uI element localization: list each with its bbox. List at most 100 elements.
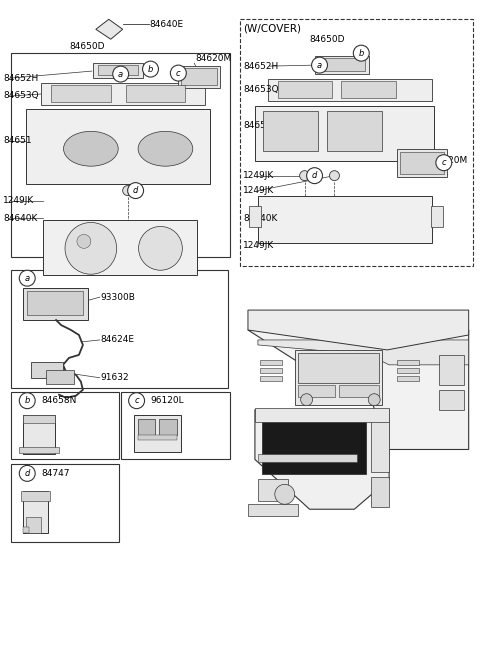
Bar (397, 360, 419, 365)
Circle shape (19, 393, 35, 409)
Text: 84653Q: 84653Q (3, 92, 39, 100)
Circle shape (368, 394, 380, 405)
Text: 96120L: 96120L (151, 396, 184, 405)
Bar (249, 206, 261, 227)
Text: d: d (24, 469, 30, 478)
Text: b: b (359, 48, 364, 58)
Bar (12, 271, 228, 388)
Bar (260, 360, 282, 365)
Bar (12, 53, 230, 257)
Text: 93300B: 93300B (101, 293, 136, 302)
Bar (133, 415, 181, 453)
Bar (397, 376, 419, 381)
Bar (341, 81, 396, 98)
Bar (43, 221, 197, 275)
Bar (255, 407, 389, 422)
Bar (295, 350, 382, 405)
Bar (27, 291, 83, 315)
Bar (23, 527, 29, 533)
Text: 84640K: 84640K (243, 214, 277, 223)
Bar (179, 66, 220, 88)
Bar (98, 65, 138, 75)
Bar (240, 19, 473, 267)
Text: c: c (134, 396, 139, 405)
Bar (339, 384, 379, 397)
Bar (371, 477, 389, 507)
Bar (439, 355, 464, 384)
Ellipse shape (63, 132, 118, 166)
Circle shape (128, 183, 144, 198)
Circle shape (436, 155, 452, 171)
Ellipse shape (138, 132, 193, 166)
Bar (260, 368, 282, 373)
Text: 84747: 84747 (41, 469, 70, 478)
Circle shape (139, 227, 182, 271)
Text: 84650D: 84650D (69, 42, 105, 50)
Bar (23, 415, 55, 422)
Bar (26, 109, 210, 183)
Bar (31, 362, 63, 378)
Bar (26, 517, 41, 533)
Bar (258, 479, 288, 501)
Text: c: c (442, 159, 446, 167)
Bar (23, 415, 55, 455)
Circle shape (312, 57, 327, 73)
Circle shape (143, 61, 158, 77)
Text: 84658N: 84658N (41, 396, 76, 405)
Bar (41, 83, 205, 105)
Bar (12, 392, 119, 459)
Bar (298, 353, 379, 383)
Bar (263, 111, 318, 151)
Text: 1249JK: 1249JK (243, 186, 274, 195)
Bar (120, 392, 230, 459)
Bar (397, 149, 447, 177)
Circle shape (113, 66, 129, 82)
Circle shape (329, 171, 339, 181)
Text: 1249JK: 1249JK (243, 171, 274, 180)
Circle shape (275, 484, 295, 504)
Circle shape (19, 466, 35, 481)
Text: 84651: 84651 (3, 136, 32, 145)
Text: 1249JK: 1249JK (3, 196, 35, 205)
Text: d: d (312, 171, 317, 180)
Polygon shape (255, 409, 389, 509)
Bar (93, 63, 143, 78)
Circle shape (19, 271, 35, 286)
Bar (23, 288, 88, 320)
Bar (21, 491, 50, 501)
Bar (248, 504, 298, 516)
Text: 84624E: 84624E (101, 335, 135, 345)
Bar (262, 420, 366, 474)
Text: a: a (118, 69, 123, 79)
Circle shape (353, 45, 369, 61)
Text: 1249JK: 1249JK (243, 241, 274, 250)
Text: a: a (24, 274, 30, 283)
Text: 84640K: 84640K (3, 214, 38, 223)
Circle shape (65, 223, 117, 274)
Circle shape (77, 234, 91, 248)
Text: 84640E: 84640E (150, 20, 184, 29)
Circle shape (300, 394, 312, 405)
Text: d: d (133, 186, 138, 195)
Bar (126, 85, 185, 102)
Text: 84650D: 84650D (310, 35, 345, 44)
Bar (12, 464, 119, 542)
Bar (181, 68, 217, 85)
Bar (19, 447, 59, 453)
Bar (314, 56, 369, 74)
Bar (327, 111, 382, 151)
Circle shape (307, 168, 323, 183)
Bar (278, 81, 333, 98)
Text: 84653Q: 84653Q (243, 84, 278, 94)
Text: 84651: 84651 (243, 121, 272, 130)
Bar (371, 418, 389, 472)
Polygon shape (248, 310, 468, 350)
Circle shape (123, 185, 132, 196)
Circle shape (129, 393, 144, 409)
Bar (268, 79, 432, 101)
Bar (51, 85, 111, 102)
Text: 84620M: 84620M (195, 54, 231, 63)
Bar (258, 455, 357, 462)
Polygon shape (96, 19, 123, 39)
Text: 91632: 91632 (101, 373, 130, 383)
